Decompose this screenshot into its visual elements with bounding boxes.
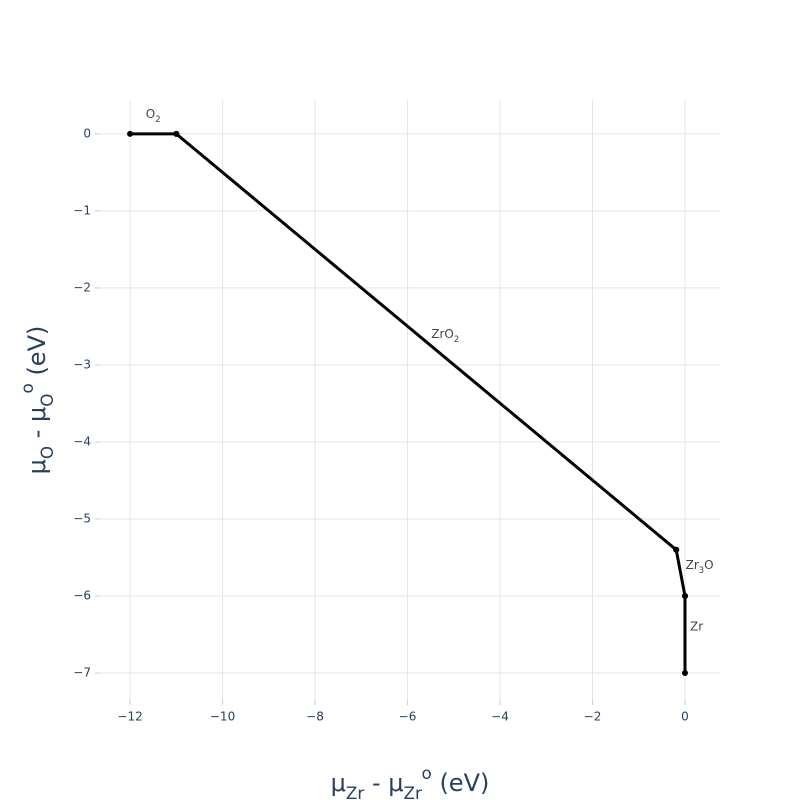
text-part: (eV) — [23, 326, 51, 384]
text-part: Zr — [404, 783, 422, 800]
vertex — [173, 130, 180, 137]
text-part: Zr — [346, 783, 364, 800]
y-tick-label: 0 — [83, 126, 91, 140]
vertex — [681, 593, 688, 600]
x-tick-label: −12 — [117, 710, 142, 724]
text-part: - μ — [364, 769, 403, 797]
text-part: - μ — [23, 407, 51, 446]
domain-label: O2 — [146, 106, 161, 123]
text-part: 2 — [155, 113, 160, 123]
text-part: o — [17, 383, 37, 393]
text-part: (eV) — [432, 769, 490, 797]
text-part: Zr — [686, 557, 699, 571]
text-part: μ — [23, 459, 51, 474]
vertex — [127, 130, 134, 137]
domain-boundary — [674, 549, 687, 597]
text-part: o — [422, 763, 432, 783]
text-part: 3 — [699, 564, 704, 574]
y-tick-label: −3 — [73, 357, 91, 371]
x-tick-label: −4 — [491, 710, 509, 724]
text-part: O — [37, 393, 57, 406]
y-tick-label: −4 — [73, 434, 91, 448]
domain-label: Zr3O — [686, 557, 714, 574]
x-tick-label: −10 — [210, 710, 235, 724]
y-tick-label: −7 — [73, 666, 91, 680]
domain-boundary — [175, 132, 678, 551]
y-tick-label: −1 — [73, 203, 91, 217]
x-tick-label: −8 — [306, 710, 324, 724]
vertex — [673, 546, 680, 553]
x-tick-label: 0 — [681, 710, 689, 724]
vertex — [681, 670, 688, 677]
text-part: O — [37, 446, 57, 459]
text-part: O — [704, 557, 713, 571]
text-part: ZrO — [431, 326, 454, 340]
y-axis-title: μO - μOo (eV) — [17, 326, 57, 475]
y-tick-label: −5 — [73, 511, 91, 525]
text-part: μ — [331, 769, 346, 797]
y-tick-label: −6 — [73, 589, 91, 603]
x-tick-label: −6 — [399, 710, 417, 724]
text-part: O — [146, 106, 155, 120]
domain-label: ZrO2 — [431, 326, 459, 343]
domain-label: Zr — [690, 619, 703, 633]
text-part: 2 — [454, 333, 459, 343]
x-axis-title: μZr - μZro (eV) — [331, 763, 490, 800]
x-tick-label: −2 — [584, 710, 602, 724]
text-part: Zr — [690, 619, 703, 633]
y-tick-label: −2 — [73, 280, 91, 294]
